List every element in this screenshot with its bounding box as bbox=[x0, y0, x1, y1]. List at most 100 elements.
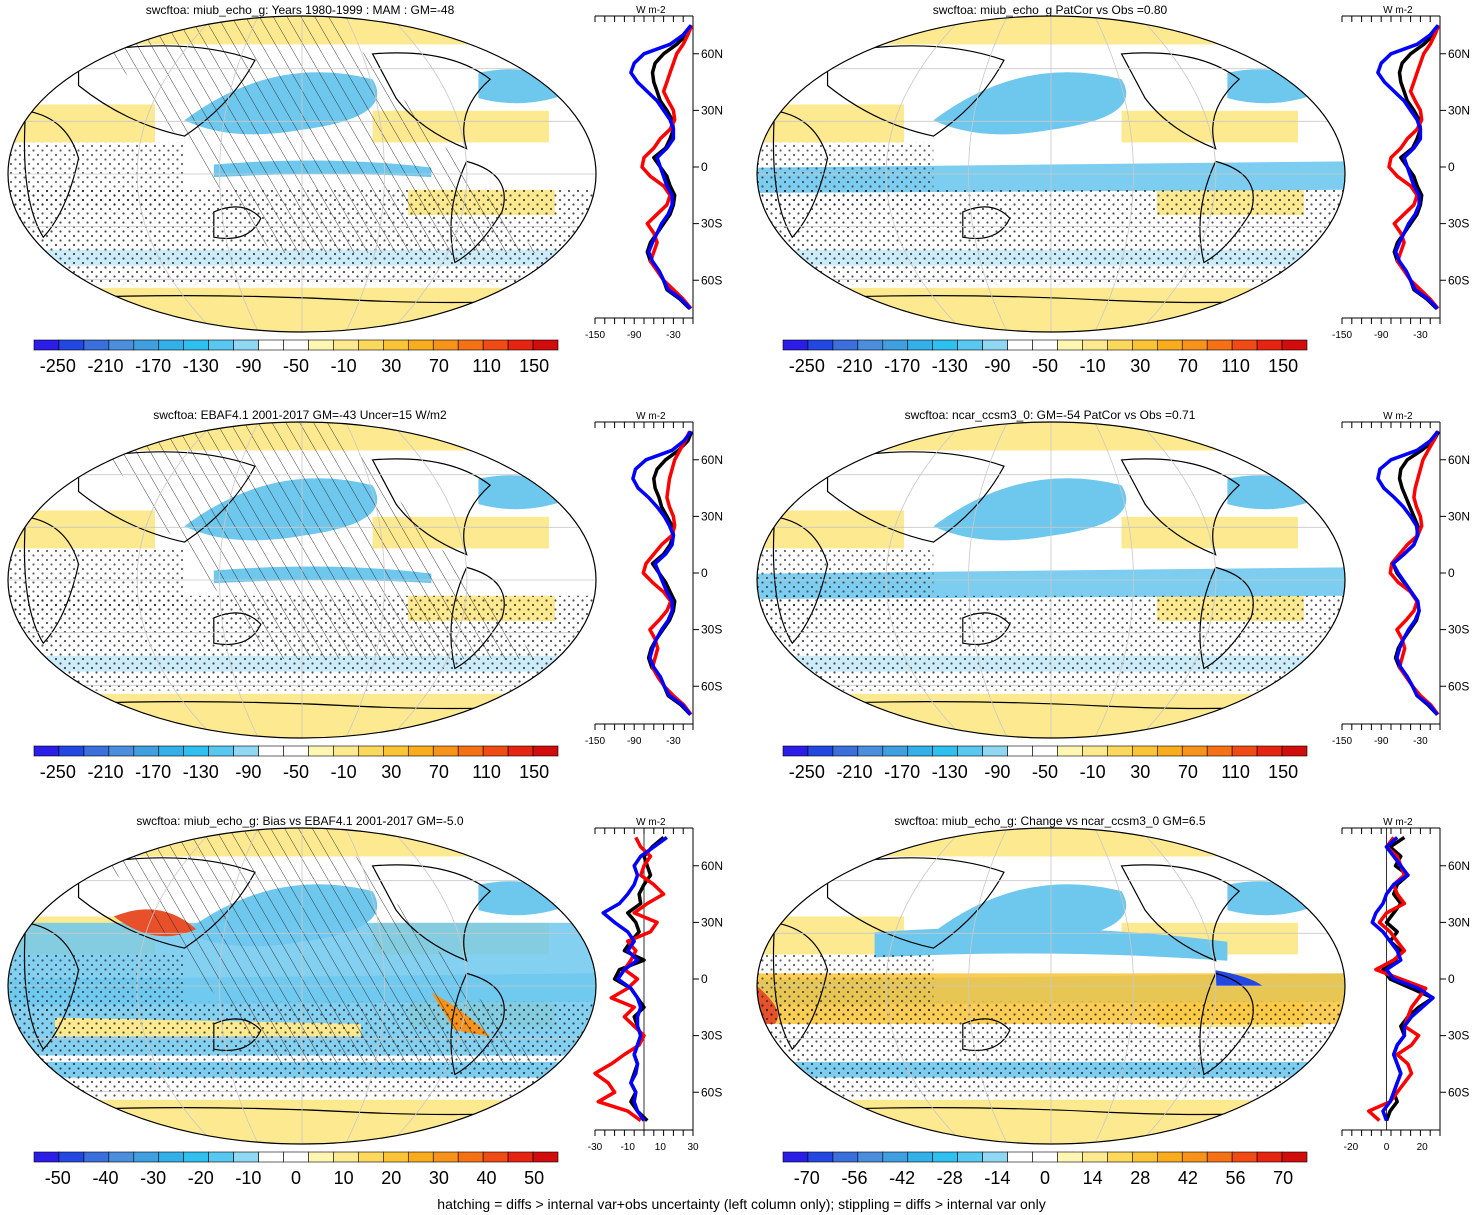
colorbar-swatch bbox=[1082, 745, 1108, 757]
north-pacific-cloud-region bbox=[933, 72, 1127, 135]
colorbar-swatch bbox=[807, 339, 834, 351]
colorbar-tick-label: -70 bbox=[794, 1168, 820, 1188]
profile-y-tick-label: 30N bbox=[1448, 915, 1470, 929]
zonal-mean-profile-3: W m-2 60N 30N 0 30S 60S -150 -90 -30 bbox=[585, 411, 723, 747]
colorbar-swatch bbox=[58, 745, 85, 757]
colorbar-swatch bbox=[432, 1151, 459, 1163]
colorbar-swatch bbox=[432, 745, 459, 757]
colorbar-tick-label: 50 bbox=[524, 1168, 544, 1188]
zonal-mean-profile-6: W m-2 60N 30N 0 30S 60S -20 0 20 bbox=[1341, 817, 1470, 1153]
profile-y-tick-label: 0 bbox=[1448, 972, 1455, 986]
graticule-meridian bbox=[1094, 16, 1134, 332]
colorbar-5: -50 -40 -30 -20 -10 0 10 20 30 40 50 bbox=[33, 1151, 559, 1188]
colorbar-tick-label: -90 bbox=[235, 356, 261, 376]
colorbar-swatch bbox=[208, 1151, 234, 1163]
profile-line-obs bbox=[1387, 24, 1441, 310]
colorbar-swatch bbox=[482, 1151, 509, 1163]
colorbar-swatch bbox=[482, 745, 509, 757]
colorbar-swatch bbox=[283, 1151, 309, 1163]
colorbar-swatch bbox=[33, 339, 60, 351]
change-blue-patch bbox=[1215, 970, 1263, 986]
colorbar-tick-label: 10 bbox=[334, 1168, 354, 1188]
colorbar-swatch bbox=[33, 745, 60, 757]
colorbar-tick-label: 150 bbox=[519, 762, 549, 782]
colorbar-swatch bbox=[1256, 745, 1283, 757]
profile-y-tick-label: 60N bbox=[701, 47, 723, 61]
graticule-meridian bbox=[345, 16, 385, 332]
colorbar-swatch bbox=[957, 1151, 983, 1163]
colorbar-tick-label: -210 bbox=[87, 356, 123, 376]
colorbar-swatch bbox=[532, 745, 559, 757]
colorbar-swatch bbox=[1181, 745, 1208, 757]
colorbar-swatch bbox=[233, 339, 259, 351]
colorbar-swatch bbox=[83, 339, 110, 351]
colorbar-swatch bbox=[807, 1151, 834, 1163]
profile-y-tick-label: 0 bbox=[701, 972, 708, 986]
profile-y-tick-label: 60N bbox=[701, 453, 723, 467]
colorbar-swatch bbox=[1206, 745, 1233, 757]
colorbar-1: -250 -210 -170 -130 -90 -50 -10 30 70 110 150 bbox=[33, 339, 559, 376]
colorbar-swatch bbox=[1007, 745, 1033, 757]
colorbar-swatch bbox=[1107, 339, 1133, 351]
colorbar-swatch bbox=[58, 1151, 85, 1163]
graticule-meridian bbox=[389, 16, 468, 332]
colorbar-swatch bbox=[982, 745, 1008, 757]
colorbar-swatch bbox=[457, 339, 484, 351]
colorbar-swatch bbox=[1032, 745, 1058, 757]
map-border bbox=[7, 421, 597, 739]
profile-x-tick-label: -90 bbox=[1374, 330, 1389, 341]
colorbar-swatch bbox=[233, 745, 259, 757]
colorbar-swatch bbox=[383, 1151, 409, 1163]
profile-y-tick-label: 60N bbox=[1448, 859, 1470, 873]
colorbar-swatch bbox=[158, 339, 185, 351]
colorbar-swatch bbox=[882, 339, 909, 351]
profile-line-other bbox=[601, 835, 668, 1122]
graticule-meridian bbox=[219, 16, 259, 332]
profile-line-obs bbox=[593, 836, 666, 1123]
colorbar-2: -250 -210 -170 -130 -90 -50 -10 30 70 110 150 bbox=[782, 339, 1308, 376]
profile-y-tick-label: 0 bbox=[1448, 160, 1455, 174]
colorbar-swatch bbox=[907, 745, 934, 757]
profile-y-tick-label: 30S bbox=[701, 623, 722, 637]
colorbar-swatch bbox=[1082, 1151, 1108, 1163]
colorbar-swatch bbox=[1281, 1151, 1308, 1163]
profile-unit-label: W m-2 bbox=[636, 411, 666, 422]
colorbar-swatch bbox=[108, 745, 135, 757]
colorbar-swatch bbox=[1082, 339, 1108, 351]
profile-y-tick-label: 0 bbox=[701, 160, 708, 174]
colorbar-tick-label: 20 bbox=[381, 1168, 401, 1188]
colorbar-tick-label: -210 bbox=[87, 762, 123, 782]
colorbar-swatch bbox=[333, 1151, 359, 1163]
colorbar-swatch bbox=[1181, 1151, 1208, 1163]
colorbar-swatch bbox=[1132, 745, 1158, 757]
colorbar-swatch bbox=[183, 745, 209, 757]
profile-y-tick-label: 30S bbox=[701, 217, 722, 231]
profile-x-tick-label: 30 bbox=[687, 1142, 699, 1153]
colorbar-swatch bbox=[133, 745, 160, 757]
colorbar-swatch bbox=[383, 745, 409, 757]
map-panel-3 bbox=[7, 421, 597, 739]
map-border bbox=[756, 827, 1346, 1145]
colorbar-swatch bbox=[1057, 339, 1083, 351]
colorbar-swatch bbox=[1231, 339, 1258, 351]
map-panel-2 bbox=[756, 15, 1346, 333]
map-panel-1 bbox=[7, 15, 597, 333]
colorbar-swatch bbox=[133, 1151, 160, 1163]
profile-x-tick-label: 20 bbox=[1417, 1142, 1429, 1153]
graticule-meridian bbox=[1138, 422, 1217, 738]
colorbar-swatch bbox=[532, 1151, 559, 1163]
colorbar-tick-label: -40 bbox=[92, 1168, 118, 1188]
profile-x-tick-label: -30 bbox=[1413, 736, 1428, 747]
hatching-overlay bbox=[78, 828, 538, 1065]
colorbar-swatch bbox=[932, 745, 958, 757]
colorbar-swatch bbox=[982, 1151, 1008, 1163]
colorbar-tick-label: -50 bbox=[1032, 356, 1058, 376]
colorbar-tick-label: -30 bbox=[140, 1168, 166, 1188]
colorbar-swatch bbox=[1156, 745, 1183, 757]
colorbar-swatch bbox=[358, 339, 384, 351]
colorbar-swatch bbox=[208, 339, 234, 351]
profile-x-tick-label: -20 bbox=[1344, 1142, 1359, 1153]
graticule-meridian bbox=[389, 828, 468, 1144]
panel-title-5: swcftoa: miub_echo_g: Bias vs EBAF4.1 20… bbox=[136, 814, 464, 828]
